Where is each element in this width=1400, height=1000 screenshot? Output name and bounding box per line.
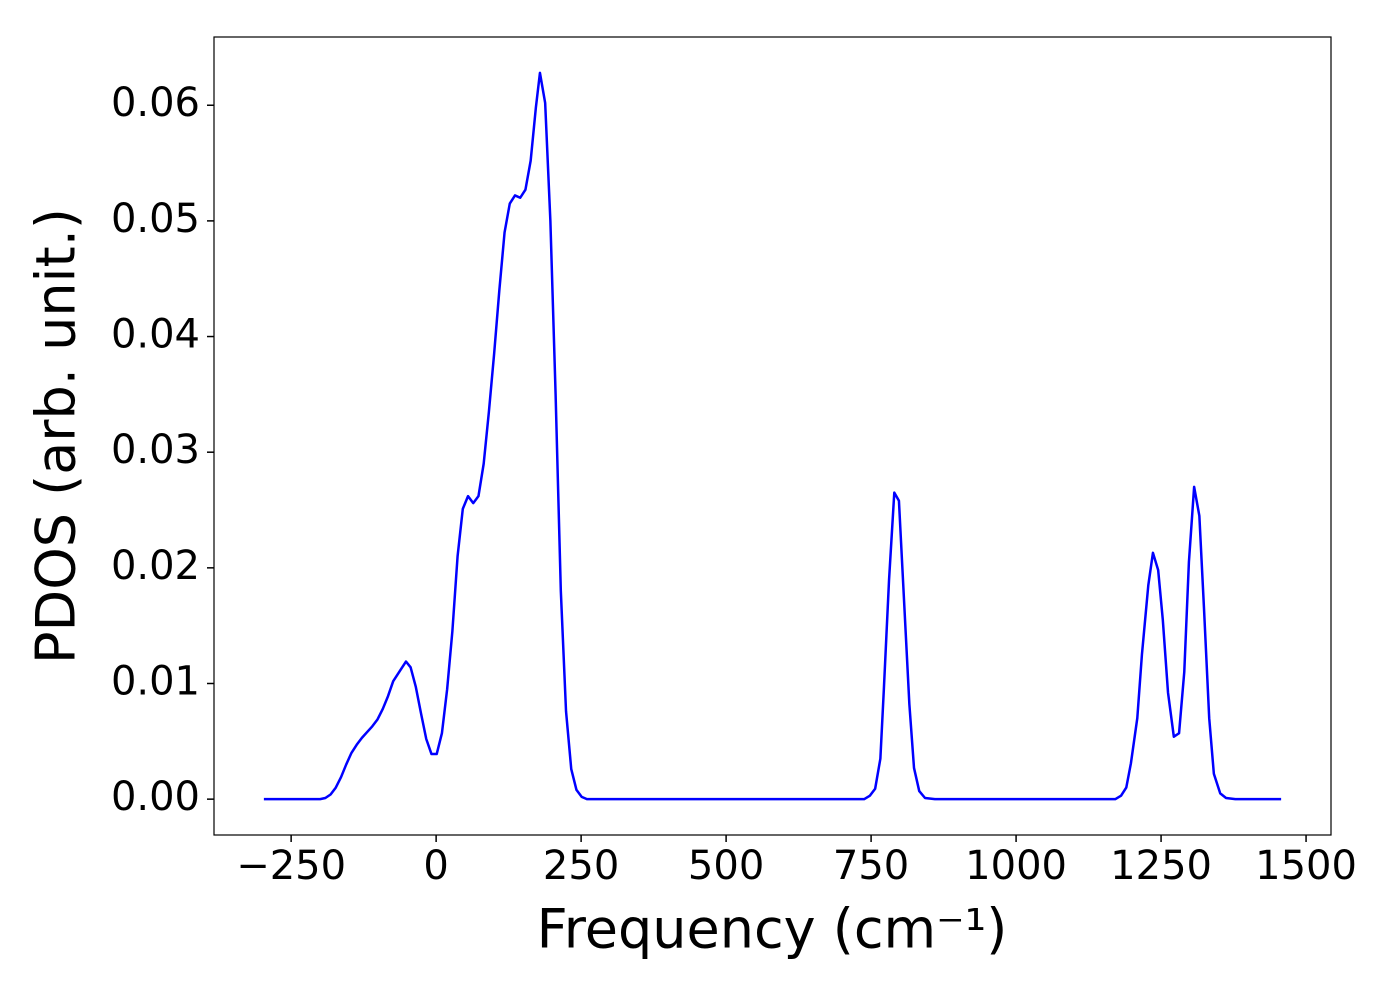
line <box>263 71 1282 801</box>
y-tick-label: 0.02 <box>111 543 200 589</box>
x-tick-label: 1000 <box>965 843 1067 889</box>
x-tick-label: 1500 <box>1255 843 1357 889</box>
x-tick-label: 0 <box>423 843 448 889</box>
y-tick-label: 0.01 <box>111 658 200 704</box>
x-tick-label: 1250 <box>1110 843 1212 889</box>
x-axis-label: Frequency (cm⁻¹) <box>537 898 1008 961</box>
x-tick-label: 250 <box>543 843 619 889</box>
x-tick-label: −250 <box>236 843 346 889</box>
y-tick-label: 0.05 <box>111 196 200 242</box>
y-tick-label: 0.00 <box>111 774 200 820</box>
plot-frame <box>213 36 1332 836</box>
y-tick-label: 0.03 <box>111 427 200 473</box>
x-tick-label: 750 <box>833 843 909 889</box>
y-axis-label: PDOS (arb. unit.) <box>25 208 88 664</box>
x-tick-label: 500 <box>688 843 764 889</box>
y-tick-label: 0.04 <box>111 312 200 358</box>
y-tick-label: 0.06 <box>111 80 200 126</box>
